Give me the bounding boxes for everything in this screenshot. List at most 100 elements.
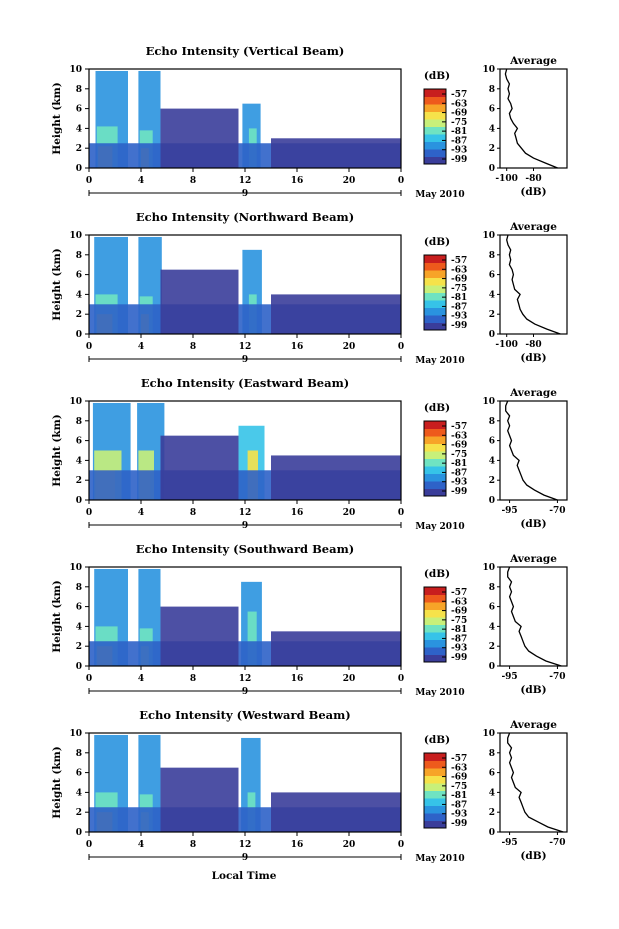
colorbar-tick-label: -75: [451, 450, 467, 460]
profile-y-tick-label: 8: [489, 251, 495, 261]
profile-y-tick-label: 0: [489, 828, 495, 838]
colorbar-swatch: [424, 428, 446, 437]
month-label: May 2010: [415, 688, 464, 698]
x-tick-label: 20: [343, 840, 356, 850]
colorbar-tick-label: -57: [451, 90, 467, 100]
colorbar-tick-label: -87: [451, 136, 467, 146]
colorbar-tick-label: -69: [451, 773, 467, 783]
x-tick-label: 0: [398, 674, 404, 684]
x-tick-label: 0: [398, 176, 404, 186]
colorbar-swatch: [424, 609, 446, 618]
colorbar-tick-label: -93: [451, 810, 467, 820]
profile-y-tick-label: 2: [489, 808, 495, 818]
x-tick-label: 12: [239, 176, 252, 186]
x-tick-label: 16: [291, 342, 304, 352]
colorbar-tick-label: -63: [451, 99, 467, 109]
y-tick-label: 0: [76, 164, 82, 174]
y-tick-label: 4: [76, 456, 82, 466]
colorbar-swatch: [424, 805, 446, 814]
colorbar-swatch: [424, 639, 446, 648]
profile-y-tick-label: 0: [489, 662, 495, 672]
colorbar-frame: [423, 752, 447, 829]
x-tick-label: 12: [239, 840, 252, 850]
echo-cell: [271, 138, 401, 168]
colorbar-swatch: [424, 156, 446, 165]
profile-frame: [499, 732, 568, 833]
echo-cell: [160, 606, 239, 666]
colorbar-frame: [423, 420, 447, 497]
y-tick-label: 2: [76, 476, 82, 486]
x-tick-label: 4: [138, 674, 144, 684]
average-profile-line: [507, 732, 564, 833]
y-tick-label: 10: [69, 231, 82, 241]
y-tick-label: 10: [69, 65, 82, 75]
x-tick-label: 20: [343, 176, 356, 186]
profile-y-tick-label: 10: [482, 397, 495, 407]
colorbar-swatch: [424, 488, 446, 497]
profile-x-tick-label: -100: [495, 174, 518, 184]
profile-y-tick-label: 0: [489, 164, 495, 174]
colorbar-tick-label: -99: [451, 321, 467, 331]
x-tick-label: 0: [86, 342, 92, 352]
echo-cell: [247, 611, 257, 666]
colorbar-tick-label: -81: [451, 791, 467, 801]
colorbar-swatch: [424, 654, 446, 663]
colorbar-swatch: [424, 119, 446, 127]
y-tick-label: 10: [69, 729, 82, 739]
colorbar-unit: (dB): [424, 734, 450, 746]
profile-x-label: (dB): [520, 352, 546, 364]
colorbar-unit: (dB): [424, 568, 450, 580]
echo-cell: [271, 792, 401, 832]
colorbar-tick-label: -57: [451, 754, 467, 764]
panel-title: Echo Intensity (Vertical Beam): [146, 44, 345, 58]
profile-y-tick-label: 2: [489, 642, 495, 652]
colorbar-swatch: [424, 443, 446, 452]
colorbar-tick-label: -87: [451, 634, 467, 644]
colorbar-swatch: [424, 262, 446, 271]
y-tick-label: 10: [69, 563, 82, 573]
profile-x-tick-label: -80: [525, 340, 541, 350]
y-tick-label: 2: [76, 144, 82, 154]
x-tick-label: 0: [86, 176, 92, 186]
colorbar-swatch: [424, 813, 446, 821]
profile-y-tick-label: 4: [489, 290, 495, 300]
echo-cell: [160, 767, 239, 832]
colorbar-tick-label: -75: [451, 118, 467, 128]
profile-y-tick-label: 2: [489, 144, 495, 154]
y-tick-label: 4: [76, 788, 82, 798]
profile-x-tick-label: -95: [501, 838, 517, 848]
colorbar-swatch: [424, 473, 446, 482]
y-tick-label: 8: [76, 749, 82, 759]
colorbar-tick-label: -99: [451, 155, 467, 165]
colorbar-tick-label: -87: [451, 468, 467, 478]
x-tick-label: 0: [86, 508, 92, 518]
profile-x-label: (dB): [520, 518, 546, 530]
profile-y-tick-label: 6: [489, 769, 495, 779]
colorbar-tick-label: -93: [451, 146, 467, 156]
y-tick-label: 0: [76, 662, 82, 672]
profile-title: Average: [509, 55, 557, 67]
profile-y-tick-label: 6: [489, 603, 495, 613]
colorbar-tick-label: -87: [451, 302, 467, 312]
day-label: 9: [242, 355, 248, 365]
colorbar-frame: [423, 586, 447, 663]
month-label: May 2010: [415, 190, 464, 200]
x-tick-label: 16: [291, 176, 304, 186]
x-tick-label: 4: [138, 840, 144, 850]
colorbar-swatch: [424, 624, 446, 633]
profile-title: Average: [509, 719, 557, 731]
colorbar-swatch: [424, 753, 446, 761]
colorbar-tick-label: -99: [451, 487, 467, 497]
colorbar-swatch: [424, 285, 446, 293]
colorbar-swatch: [424, 451, 446, 459]
panel-title: Echo Intensity (Eastward Beam): [141, 376, 349, 390]
average-profile-line: [505, 400, 558, 501]
colorbar-swatch: [424, 790, 446, 799]
y-axis-label: Height (km): [51, 248, 63, 320]
month-label: May 2010: [415, 522, 464, 532]
profile-x-tick-label: -80: [525, 174, 541, 184]
profile-y-tick-label: 4: [489, 456, 495, 466]
x-tick-label: 12: [239, 674, 252, 684]
profile-y-tick-label: 10: [482, 231, 495, 241]
colorbar-tick-label: -75: [451, 284, 467, 294]
